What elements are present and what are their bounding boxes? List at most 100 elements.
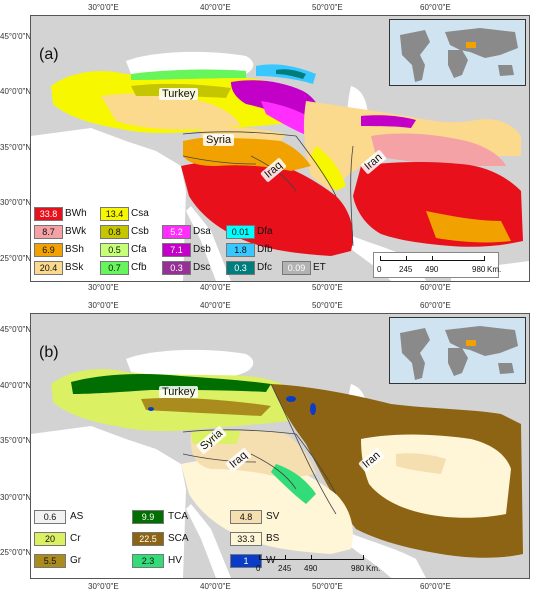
legend-swatch-dsa: 5.2 [162,225,191,239]
legend-code-dsb: Dsb [193,244,211,255]
red-sea [186,504,231,578]
lat-label-a-1: 45°0'0"N [0,32,32,41]
legend-code-as: AS [70,511,84,522]
lake-urmia [310,403,316,415]
lon-label-bottom-a-1: 30°0'0"E [88,283,119,292]
lat-label-a-5: 25°0'0"N [0,254,32,263]
inset-study-area [466,42,476,48]
inset-study-area [466,340,476,346]
legend-code-dfc: Dfc [257,262,272,273]
lon-label-top-b-4: 60°0'0"E [420,301,451,310]
panel-a-tag: (a) [39,46,59,63]
syria-iraq-barren [181,456,353,554]
iraq-bwh-region [181,158,353,256]
lat-label-b-1: 45°0'0"N [0,325,32,334]
legend-swatch-w: 1 [230,554,262,568]
black-sea [126,349,254,376]
legend-swatch-csb: 0.8 [100,225,129,239]
lat-label-b-4: 30°0'0"N [0,493,32,502]
lon-label-bottom-a-4: 60°0'0"E [420,283,451,292]
lon-label-bottom-b-2: 40°0'0"E [200,582,231,591]
lon-label-top-b-2: 40°0'0"E [200,301,231,310]
inset-africa [448,50,468,78]
lon-label-bottom-a-2: 40°0'0"E [200,283,231,292]
inset-americas [400,30,430,82]
legend-code-cfa: Cfa [131,244,147,255]
legend-code-bsh: BSh [65,244,84,255]
scale-a-tick-2: 490 [425,265,439,274]
inset-australia [498,65,514,76]
locator-inset-map [389,317,526,384]
legend-swatch-bsh: 6.9 [34,243,63,257]
climate-map-svg [31,51,529,281]
panel-b-tag: (b) [39,344,59,361]
legend-swatch-bs: 33.3 [230,532,262,546]
scale-a-tick-3: 980 [472,265,486,274]
black-sea-coast-cfb [131,69,246,80]
legend-code-dsa: Dsa [193,226,211,237]
iran-sv-patch [396,453,446,474]
lon-label-top-a-2: 40°0'0"E [200,3,231,12]
scale-bar-b: 0 245 490 980 Km. [253,554,381,576]
scale-b-tick-3: 980 [351,564,365,573]
lon-label-bottom-a-3: 50°0'0"E [312,283,343,292]
legend-climate: 33.8 BWh 8.7 BWk 6.9 BSh 20.4 BSk 13.4 Csa 0.8 Csb 0… [34,207,326,279]
legend-swatch-bsk: 20.4 [34,261,63,275]
lake-tuz [148,407,154,411]
legend-code-w: W [266,555,276,566]
scale-b-tick-1: 245 [278,564,292,573]
legend-swatch-cfb: 0.7 [100,261,129,275]
alborz-dsb-region [361,115,416,128]
legend-swatch-sv: 4.8 [230,510,262,524]
landcover-map-svg [31,349,523,578]
legend-code-sca: SCA [168,533,189,544]
mediterranean-sea [31,128,186,281]
legend-swatch-cr: 20 [34,532,66,546]
zagros-csa-region [311,146,346,191]
legend-swatch-as: 0.6 [34,510,66,524]
locator-inset-map [389,19,526,86]
inset-eurasia [445,326,518,356]
legend-code-bsk: BSk [65,262,84,273]
legend-code-et: ET [313,262,326,273]
legend-code-bwk: BWk [65,226,87,237]
legend-code-bwh: BWh [65,208,87,219]
legend-swatch-dsc: 0.3 [162,261,191,275]
country-borders [182,383,337,515]
lon-label-top-b-1: 30°0'0"E [88,301,119,310]
scale-a-tick-1: 245 [399,265,413,274]
legend-swatch-cfa: 0.5 [100,243,129,257]
scale-bar-a: 0 245 490 980 Km. [373,252,501,278]
legend-swatch-gr: 5.5 [34,554,66,568]
legend-code-sv: SV [266,511,280,522]
scale-a-tick-0: 0 [377,265,382,274]
lat-label-b-5: 25°0'0"N [0,548,32,557]
turkey-grassland [141,397,271,416]
persian-gulf [341,529,426,578]
land-cover-map-panel: (b) Turkey Syria Iraq Iran 0.6 AS 20 Cr 5.5 G… [30,313,530,579]
lat-label-b-3: 35°0'0"N [0,436,32,445]
koppen-climate-map-panel: (a) Turkey Syria Iraq Iran 33.8 BWh 8.7 BWk… [30,15,530,282]
inset-americas [400,328,430,380]
lon-label-top-a-4: 60°0'0"E [420,3,451,12]
turkey-tca-forest [71,374,271,394]
legend-swatch-dsb: 7.1 [162,243,191,257]
legend-code-csb: Csb [131,226,149,237]
scale-b-unit: Km. [366,564,381,573]
lat-label-a-3: 35°0'0"N [0,143,32,152]
inset-africa [448,348,468,376]
legend-swatch-bwh: 33.8 [34,207,63,221]
legend-code-cr: Cr [70,533,81,544]
lon-label-top-a-1: 30°0'0"E [88,3,119,12]
iran-south-bsh-region [426,211,511,243]
legend-swatch-csa: 13.4 [100,207,129,221]
iran-bwk-region [371,133,506,166]
lon-label-top-b-3: 50°0'0"E [312,301,343,310]
legend-code-tca: TCA [168,511,188,522]
lake-van [286,396,296,402]
legend-swatch-tca: 9.9 [132,510,164,524]
legend-swatch-dfb: 1.8 [226,243,255,257]
lon-label-top-a-3: 50°0'0"E [312,3,343,12]
world-locator-svg [400,326,518,380]
country-label-turkey: Turkey [159,386,199,398]
